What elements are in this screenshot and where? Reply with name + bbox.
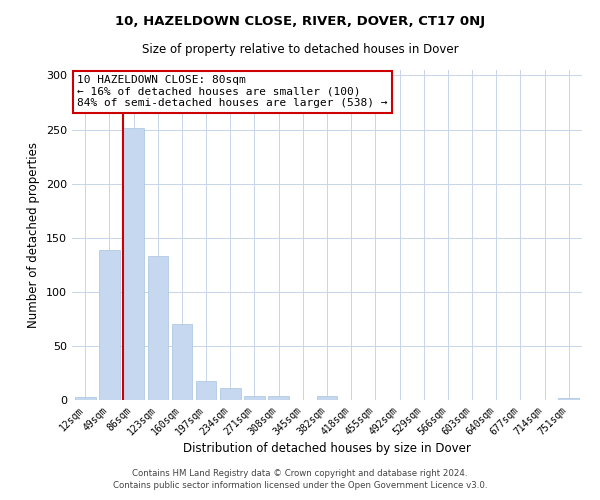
X-axis label: Distribution of detached houses by size in Dover: Distribution of detached houses by size …	[183, 442, 471, 456]
Text: Contains public sector information licensed under the Open Government Licence v3: Contains public sector information licen…	[113, 481, 487, 490]
Bar	[244, 396, 265, 400]
Text: 10, HAZELDOWN CLOSE, RIVER, DOVER, CT17 0NJ: 10, HAZELDOWN CLOSE, RIVER, DOVER, CT17 …	[115, 15, 485, 28]
Text: 10 HAZELDOWN CLOSE: 80sqm
← 16% of detached houses are smaller (100)
84% of semi: 10 HAZELDOWN CLOSE: 80sqm ← 16% of detac…	[77, 75, 388, 108]
Bar	[75, 397, 95, 400]
Bar	[99, 250, 120, 400]
Bar	[317, 396, 337, 400]
Bar	[172, 324, 192, 400]
Bar	[220, 388, 241, 400]
Bar	[196, 380, 217, 400]
Text: Contains HM Land Registry data © Crown copyright and database right 2024.: Contains HM Land Registry data © Crown c…	[132, 468, 468, 477]
Text: Size of property relative to detached houses in Dover: Size of property relative to detached ho…	[142, 42, 458, 56]
Bar	[124, 128, 144, 400]
Bar	[559, 398, 579, 400]
Bar	[268, 396, 289, 400]
Bar	[148, 256, 168, 400]
Y-axis label: Number of detached properties: Number of detached properties	[28, 142, 40, 328]
